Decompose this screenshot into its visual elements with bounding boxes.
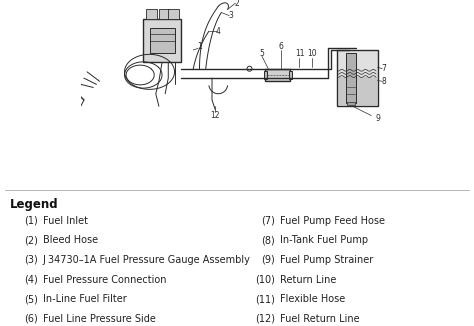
Text: Legend: Legend: [9, 198, 58, 211]
Text: Fuel Return Line: Fuel Return Line: [280, 314, 359, 324]
Text: Fuel Line Pressure Side: Fuel Line Pressure Side: [43, 314, 155, 324]
Text: (11): (11): [255, 294, 275, 304]
Text: 7: 7: [382, 64, 386, 73]
Text: 12: 12: [210, 111, 220, 120]
Bar: [338, 77, 377, 105]
Text: 10: 10: [307, 49, 317, 58]
Text: (8): (8): [261, 235, 275, 245]
Bar: [149, 28, 174, 53]
Text: 8: 8: [382, 77, 386, 86]
Bar: [143, 19, 181, 63]
Bar: [159, 9, 170, 19]
Text: J 34730–1A Fuel Pressure Gauge Assembly: J 34730–1A Fuel Pressure Gauge Assembly: [43, 255, 251, 265]
Text: (9): (9): [261, 255, 275, 265]
Text: (12): (12): [255, 314, 275, 324]
Text: (10): (10): [255, 274, 275, 285]
Text: Bleed Hose: Bleed Hose: [43, 235, 98, 245]
Bar: [264, 71, 267, 79]
Text: 4: 4: [216, 27, 221, 36]
Bar: [289, 71, 292, 79]
Text: (2): (2): [24, 235, 38, 245]
Text: Fuel Inlet: Fuel Inlet: [43, 216, 88, 226]
Text: Fuel Pump Strainer: Fuel Pump Strainer: [280, 255, 373, 265]
Text: 11: 11: [295, 49, 304, 58]
Bar: [146, 9, 157, 19]
Text: 6: 6: [278, 42, 283, 52]
Bar: [337, 50, 378, 106]
Text: 5: 5: [260, 49, 264, 58]
Text: 3: 3: [228, 11, 233, 20]
Bar: [346, 53, 356, 103]
Text: 1: 1: [197, 42, 202, 52]
Bar: [168, 9, 179, 19]
Text: In-Line Fuel Filter: In-Line Fuel Filter: [43, 294, 127, 304]
Text: Return Line: Return Line: [280, 274, 336, 285]
Text: (5): (5): [24, 294, 38, 304]
Bar: [347, 101, 355, 105]
Text: Fuel Pressure Connection: Fuel Pressure Connection: [43, 274, 166, 285]
Text: (7): (7): [261, 216, 275, 226]
Text: (6): (6): [24, 314, 38, 324]
Text: In-Tank Fuel Pump: In-Tank Fuel Pump: [280, 235, 368, 245]
Text: Flexible Hose: Flexible Hose: [280, 294, 345, 304]
Bar: [265, 69, 290, 81]
Text: (3): (3): [24, 255, 38, 265]
Text: 2: 2: [235, 0, 239, 7]
Text: (4): (4): [24, 274, 38, 285]
Text: (1): (1): [24, 216, 38, 226]
Text: 9: 9: [375, 114, 380, 123]
Text: Fuel Pump Feed Hose: Fuel Pump Feed Hose: [280, 216, 385, 226]
